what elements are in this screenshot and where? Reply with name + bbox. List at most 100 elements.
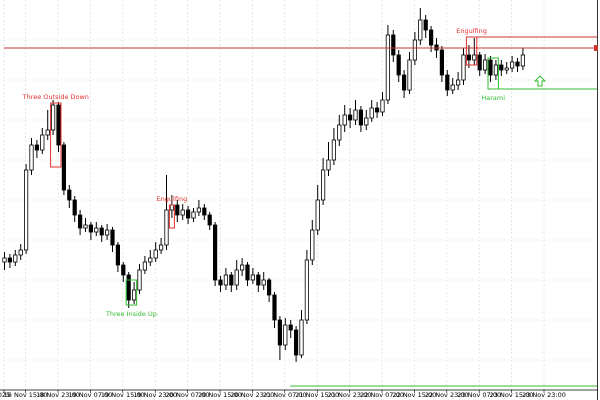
candle-body (23, 169, 29, 251)
candle-body (142, 261, 147, 271)
candle-body (121, 264, 126, 276)
candle-body (277, 319, 283, 346)
candle-body (293, 329, 299, 356)
candle-body (110, 229, 115, 246)
candle-body (218, 279, 223, 286)
x-tick-label: 20 Nov 07:00 (166, 391, 210, 399)
candle-body (412, 39, 418, 61)
candle-body (482, 59, 488, 71)
candle-body (185, 209, 191, 219)
candle-body (304, 259, 310, 321)
candle-body (380, 99, 385, 113)
candle-body (385, 34, 391, 101)
x-tick-label: 19 Nov 07:00 (68, 391, 112, 399)
candle-body (180, 209, 185, 216)
pattern-label: Engulfing (456, 27, 487, 35)
pattern-label: Engulfing (157, 195, 188, 203)
candle-body (445, 74, 450, 91)
candle-body (407, 59, 412, 91)
candle-body (364, 117, 369, 126)
candle-body (239, 264, 245, 271)
x-tick-label: 19 Nov 23:00 (133, 391, 177, 399)
up-arrow (533, 75, 547, 87)
candle-body (56, 104, 61, 146)
candle-body (261, 279, 266, 286)
candle-body (272, 294, 277, 321)
candle-body (418, 19, 423, 41)
candle-body (320, 169, 326, 201)
candle-body (158, 244, 164, 251)
candle-body (212, 224, 218, 281)
candle-body (256, 274, 261, 286)
x-tick-label: 22 Nov 23:00 (425, 391, 469, 399)
candle-body (342, 114, 347, 126)
candle-body (515, 61, 520, 67)
candle-body (520, 54, 526, 67)
candle-body (137, 269, 142, 291)
candle-body (164, 209, 169, 246)
candle-body (94, 227, 99, 233)
x-tick-label: 22 Nov 15:00 (392, 391, 436, 399)
candle-body (229, 274, 234, 286)
x-tick-label: 18 Nov 23:00 (36, 391, 80, 399)
candle-body (428, 29, 434, 46)
candle-body (29, 144, 34, 171)
x-tick-label: 20 Nov 15:00 (198, 391, 242, 399)
pattern-label: Three Inside Up (105, 310, 157, 318)
candle-body (72, 199, 77, 216)
pattern-label: Harami (481, 94, 505, 102)
candle-body (466, 54, 472, 61)
candle-body (115, 244, 120, 266)
candle-body (266, 279, 272, 296)
candle-body (331, 139, 337, 161)
candle-body (347, 114, 353, 121)
candle-body (423, 19, 428, 31)
candle-body (461, 54, 466, 81)
x-tick-label: 025 (0, 391, 10, 399)
candle-body (358, 109, 364, 126)
pattern-box (50, 102, 62, 168)
candle-body (2, 257, 7, 263)
candle-body (396, 54, 401, 76)
candle-body (504, 67, 509, 71)
x-tick-label: 20 Nov 23:00 (230, 391, 274, 399)
x-tick-label: 21 Nov 15:00 (295, 391, 339, 399)
candle-body (202, 207, 207, 216)
candle-body (250, 274, 255, 281)
candle-body (283, 324, 288, 346)
x-tick-label: 23 Nov 15:00 (490, 391, 534, 399)
candle-body (169, 204, 174, 211)
candle-body (234, 269, 239, 286)
candle-body (310, 229, 315, 261)
candle-body (299, 319, 304, 356)
candle-body (88, 224, 93, 233)
candle-body (450, 84, 455, 91)
candle-body (78, 214, 83, 229)
candle-body (477, 54, 482, 71)
pattern-box (125, 279, 138, 306)
candle-body (326, 159, 331, 171)
candle-body (493, 64, 499, 76)
candle-body (18, 249, 23, 256)
candle-body (391, 34, 396, 56)
candle-body (374, 107, 380, 113)
candle-body (353, 109, 358, 121)
candle-body (131, 289, 137, 301)
candle-body (488, 59, 493, 76)
pattern-box (465, 36, 478, 66)
candle-body (40, 134, 45, 151)
candle-body (105, 229, 110, 236)
candle-body (99, 227, 104, 236)
candle-body (455, 79, 461, 86)
candle-body (369, 107, 374, 119)
candle-body (499, 64, 504, 71)
candle-body (13, 254, 18, 263)
candle-body (153, 249, 158, 259)
candle-body (45, 129, 50, 136)
candle-body (223, 274, 228, 286)
pattern-box (168, 204, 175, 229)
candle-body (439, 49, 445, 76)
price-marker (594, 45, 598, 51)
candle-body (61, 144, 67, 191)
